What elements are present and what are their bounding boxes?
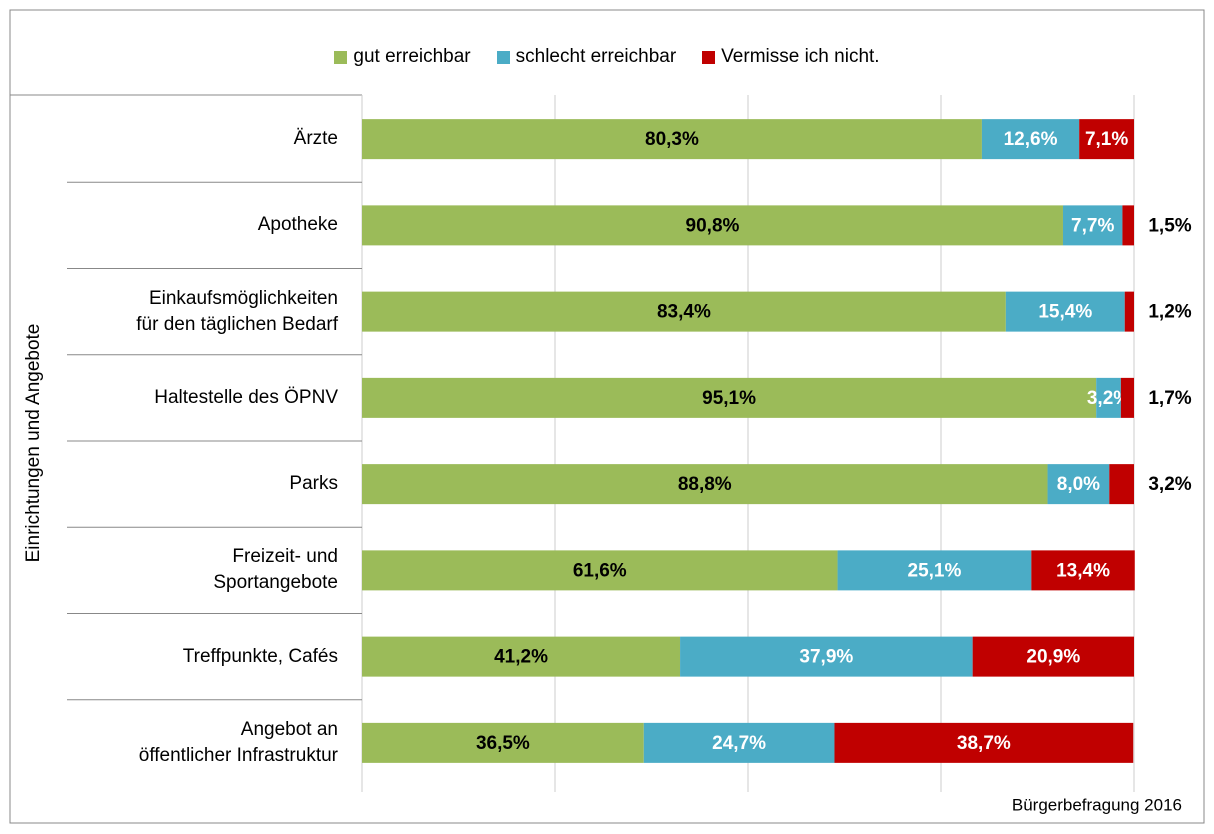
legend-item: Vermisse ich nicht.	[702, 46, 880, 68]
data-label: 88,8%	[678, 474, 732, 495]
bar-segment	[362, 377, 1097, 418]
legend: gut erreichbar schlecht erreichbar Vermiss…	[0, 46, 1214, 68]
legend-swatch	[496, 50, 510, 64]
data-label: 3,2%	[1087, 388, 1130, 409]
bar-segment	[1079, 119, 1134, 160]
y-tick-label: Freizeit- und Sportangebote	[213, 546, 338, 594]
data-label: 90,8%	[686, 215, 740, 236]
data-label: 7,1%	[1085, 129, 1128, 150]
y-axis-label: Einrichtungen und Angebote	[23, 324, 44, 563]
bar-segment	[680, 636, 973, 677]
bar-segment	[1109, 464, 1134, 505]
data-label: 20,9%	[1026, 647, 1080, 668]
data-label: 13,4%	[1056, 560, 1110, 581]
legend-label: schlecht erreichbar	[515, 46, 677, 67]
y-tick-label: Parks	[289, 473, 338, 495]
y-tick-label: Apotheke	[257, 214, 338, 236]
data-label: 25,1%	[908, 560, 962, 581]
legend-swatch	[334, 50, 348, 64]
data-label: 37,9%	[799, 647, 853, 668]
bar-segment	[1096, 377, 1121, 418]
bar-segment	[1120, 377, 1134, 418]
bar-segment	[1062, 205, 1123, 246]
bar-segment	[362, 722, 644, 763]
data-label: 95,1%	[702, 388, 756, 409]
bar-segment	[972, 636, 1134, 677]
data-label: 38,7%	[957, 733, 1011, 754]
data-label: 12,6%	[1004, 129, 1058, 150]
bar-segment	[362, 550, 838, 591]
legend-label: gut erreichbar	[353, 46, 471, 67]
data-label: 1,2%	[1148, 302, 1191, 323]
y-tick-label: Haltestelle des ÖPNV	[154, 386, 338, 408]
bar-segment	[643, 722, 835, 763]
data-label: 36,5%	[476, 733, 530, 754]
frame	[9, 9, 1205, 824]
data-label: 41,2%	[494, 647, 548, 668]
legend-item: gut erreichbar	[334, 46, 471, 68]
bar-segment	[1124, 291, 1134, 332]
data-label: 80,3%	[645, 129, 699, 150]
bar-segment	[362, 464, 1048, 505]
bar-segment	[1122, 205, 1134, 246]
bar-segment	[837, 550, 1032, 591]
bar-segment	[1047, 464, 1110, 505]
legend-swatch	[702, 50, 716, 64]
bar-segment	[834, 722, 1134, 763]
bar-segment	[362, 291, 1006, 332]
data-label: 1,7%	[1148, 388, 1191, 409]
bar-segment	[1031, 550, 1135, 591]
bar-segment	[362, 205, 1063, 246]
bar-segment	[981, 119, 1080, 160]
data-label: 3,2%	[1148, 474, 1191, 495]
bar-segment	[1005, 291, 1125, 332]
data-label: 83,4%	[657, 302, 711, 323]
y-tick-label: Treffpunkte, Cafés	[182, 645, 338, 667]
data-label: 15,4%	[1038, 302, 1092, 323]
data-label: 1,5%	[1148, 215, 1191, 236]
bar-segment	[362, 636, 681, 677]
bar-segment	[362, 119, 982, 160]
data-label: 61,6%	[573, 560, 627, 581]
y-tick-label: Einkaufsmöglichkeiten für den täglichen …	[136, 287, 338, 335]
y-tick-label: Ärzte	[293, 128, 338, 150]
y-tick-label: Angebot an öffentlicher Infrastruktur	[138, 718, 338, 766]
data-label: 8,0%	[1057, 474, 1100, 495]
data-label: 7,7%	[1071, 215, 1114, 236]
legend-item: schlecht erreichbar	[496, 46, 677, 68]
legend-label: Vermisse ich nicht.	[721, 46, 880, 67]
data-label: 24,7%	[712, 733, 766, 754]
source: Bürgerbefragung 2016	[1012, 795, 1182, 814]
